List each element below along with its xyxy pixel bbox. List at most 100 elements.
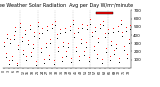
Point [51,24,53,25]
Point [105,47,108,48]
Point [92,49,95,51]
Point [70,57,72,59]
Point [24,33,26,35]
Point [60,61,63,62]
Point [32,48,34,49]
Point [19,22,21,23]
Point [107,32,109,34]
Point [33,35,36,37]
Point [35,64,37,65]
Point [41,32,44,33]
Point [36,21,39,23]
Point [97,42,100,43]
Point [22,53,24,55]
Point [102,24,104,25]
Point [52,63,55,64]
Point [118,61,120,62]
Point [108,55,111,57]
Point [73,36,76,37]
Point [83,50,85,51]
Point [113,50,116,51]
Point [51,28,53,29]
Point [12,38,15,40]
Point [30,52,32,53]
Point [94,30,96,32]
Point [112,31,114,33]
Point [76,27,79,28]
Point [48,54,50,55]
Point [91,35,93,37]
Point [115,43,117,44]
Point [118,57,120,58]
Point [72,24,74,25]
Point [56,33,58,35]
Point [120,23,122,25]
Point [128,42,130,44]
Point [121,31,124,33]
Point [40,48,42,49]
Point [97,38,100,39]
Point [36,25,39,27]
Point [25,56,28,57]
Point [121,36,124,37]
Point [86,25,88,26]
Point [78,59,80,60]
Point [91,31,93,32]
Point [84,42,87,43]
Point [96,53,98,55]
Point [110,41,112,42]
Point [70,61,72,63]
Point [64,27,66,28]
Point [86,29,88,30]
Point [46,29,48,31]
Point [88,61,90,62]
Point [44,47,47,48]
Point [72,20,74,21]
Point [8,63,10,64]
Point [57,47,60,48]
Point [116,26,119,27]
Point [11,59,13,60]
Point [54,20,56,22]
Point [43,62,45,64]
Point [4,56,7,58]
Point [105,51,108,53]
Point [3,45,5,46]
Point [44,43,47,44]
Point [60,56,63,58]
Point [52,59,55,60]
Point [27,43,29,45]
Point [83,54,85,55]
Point [65,51,68,52]
Point [115,47,117,48]
Point [3,41,5,42]
Point [62,41,64,42]
Point [4,52,7,54]
Point [68,25,71,27]
Point [123,45,125,47]
Point [38,33,40,34]
Point [12,34,15,36]
Point [75,46,77,47]
Point [80,43,82,44]
Point [81,28,84,29]
Point [22,49,24,51]
Point [100,58,103,60]
Point [59,29,61,30]
Point [19,26,21,28]
Point [112,27,114,29]
Point [32,43,34,45]
Point [104,32,106,34]
Point [94,26,96,28]
Point [59,33,61,34]
Point [116,30,119,31]
Point [20,36,23,37]
Point [68,29,71,31]
Point [24,29,26,31]
Point [75,50,77,51]
Point [9,43,12,44]
Point [16,62,18,64]
Point [78,55,80,56]
Point [89,23,92,24]
Point [76,31,79,32]
